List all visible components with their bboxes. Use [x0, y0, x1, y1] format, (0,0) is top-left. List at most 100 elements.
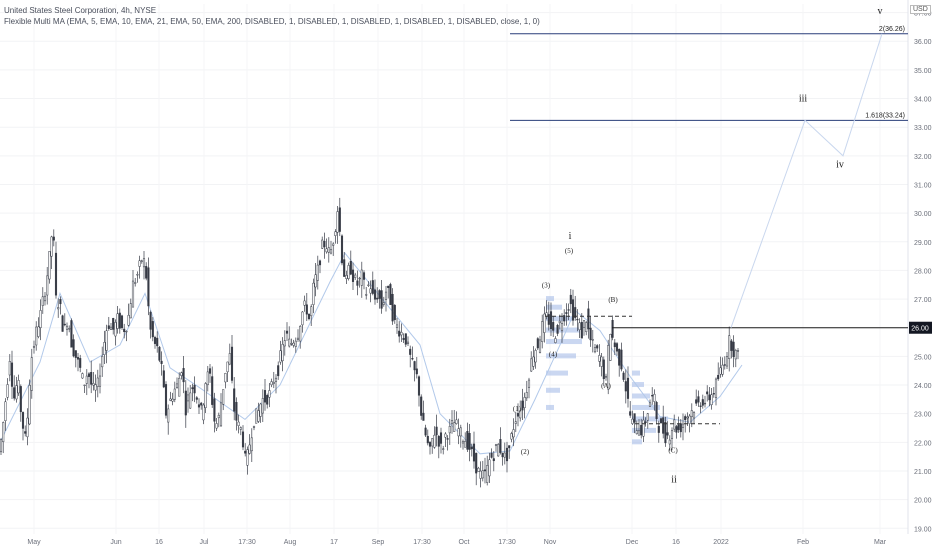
candle-body — [142, 258, 146, 268]
candle-body — [103, 342, 106, 355]
candle-body — [387, 285, 390, 288]
candle-body — [574, 307, 577, 318]
candle-body — [701, 399, 704, 406]
x-tick-label: Dec — [626, 539, 639, 546]
candle-body — [569, 294, 572, 305]
candle-body — [191, 387, 194, 390]
candle-body — [8, 361, 11, 376]
candle-body — [116, 313, 119, 329]
candle-body — [409, 348, 412, 355]
candle-body — [503, 452, 506, 458]
candle-body — [281, 344, 284, 362]
candle-body — [299, 326, 302, 342]
candle-body — [494, 444, 498, 446]
candle-body — [703, 402, 707, 405]
candle-body — [365, 294, 368, 296]
candle-body — [41, 296, 44, 306]
candle-body — [6, 384, 9, 398]
candle-body — [488, 459, 491, 477]
candle-body — [453, 422, 456, 432]
candle-body — [534, 350, 537, 363]
candle-body — [490, 452, 493, 458]
price-tag — [909, 321, 932, 334]
y-tick-label: 27.00 — [914, 297, 932, 304]
candle-body — [59, 299, 62, 305]
candle-body — [248, 444, 251, 454]
y-tick-label: 20.00 — [914, 498, 932, 505]
candle-body — [120, 315, 124, 329]
candle-body — [615, 343, 619, 352]
indicator-legend[interactable]: Flexible Multi MA (EMA, 5, EMA, 10, EMA,… — [4, 17, 540, 26]
candle-body — [63, 323, 66, 326]
candle-body — [151, 321, 154, 338]
x-tick-label: 17:30 — [238, 539, 256, 546]
candle-body — [171, 398, 174, 402]
candle-body — [439, 432, 443, 444]
candle-body — [305, 304, 308, 315]
y-tick-label: 21.00 — [914, 469, 932, 476]
y-tick-label: 31.00 — [914, 182, 932, 189]
candle-body — [160, 360, 163, 364]
candle-body — [589, 327, 592, 341]
candle-body — [347, 265, 350, 279]
candle-body — [158, 346, 161, 361]
volume-profile-bar — [546, 404, 554, 410]
candle-body — [521, 400, 524, 411]
candle-body — [162, 370, 165, 388]
candle-body — [61, 315, 64, 332]
y-tick-label: 32.00 — [914, 154, 932, 161]
wave-label: (B) — [608, 296, 618, 304]
candle-body — [54, 252, 58, 296]
candle-body — [118, 312, 121, 329]
candle-body — [510, 433, 513, 440]
candle-body — [433, 434, 436, 448]
candle-body — [105, 330, 108, 351]
currency-badge[interactable]: USD — [910, 5, 931, 14]
candle-body — [244, 450, 247, 454]
candle-body — [538, 339, 542, 353]
candle-body — [600, 356, 603, 367]
candle-body — [134, 282, 137, 284]
candle-body — [549, 311, 553, 329]
candle-body — [81, 373, 84, 379]
candle-body — [730, 340, 733, 351]
candle-body — [285, 330, 289, 334]
candle-body — [351, 269, 355, 282]
candle-body — [475, 452, 478, 474]
candle-body — [470, 446, 473, 450]
candle-body — [85, 375, 88, 384]
candle-body — [651, 394, 654, 397]
candle-body — [670, 430, 674, 439]
candle-body — [153, 337, 157, 344]
candle-body — [17, 380, 20, 394]
candle-body — [677, 424, 680, 430]
candle-body — [98, 375, 102, 387]
candle-body — [472, 443, 476, 462]
candle-body — [321, 239, 324, 249]
candle-body — [32, 346, 36, 348]
candle-body — [492, 458, 495, 462]
volume-profile-bar — [546, 353, 576, 359]
candle-body — [30, 357, 33, 391]
wave-label: ii — [671, 474, 677, 485]
candle-body — [373, 289, 377, 300]
candle-body — [211, 376, 214, 405]
wave-label: iii — [799, 93, 808, 104]
candle-body — [233, 388, 236, 412]
volume-profile-bar — [546, 370, 568, 376]
candle-body — [283, 340, 286, 347]
candle-body — [697, 396, 700, 403]
candle-body — [642, 419, 645, 437]
candle-body — [259, 403, 262, 417]
candle-body — [178, 377, 181, 397]
level-label: 1.618(33.24) — [865, 112, 905, 119]
candle-body — [329, 249, 333, 254]
candle-body — [391, 293, 394, 322]
candle-body — [376, 297, 379, 300]
candle-body — [230, 346, 234, 381]
candle-body — [312, 282, 315, 305]
candle-body — [215, 423, 218, 429]
candle-body — [666, 432, 669, 436]
